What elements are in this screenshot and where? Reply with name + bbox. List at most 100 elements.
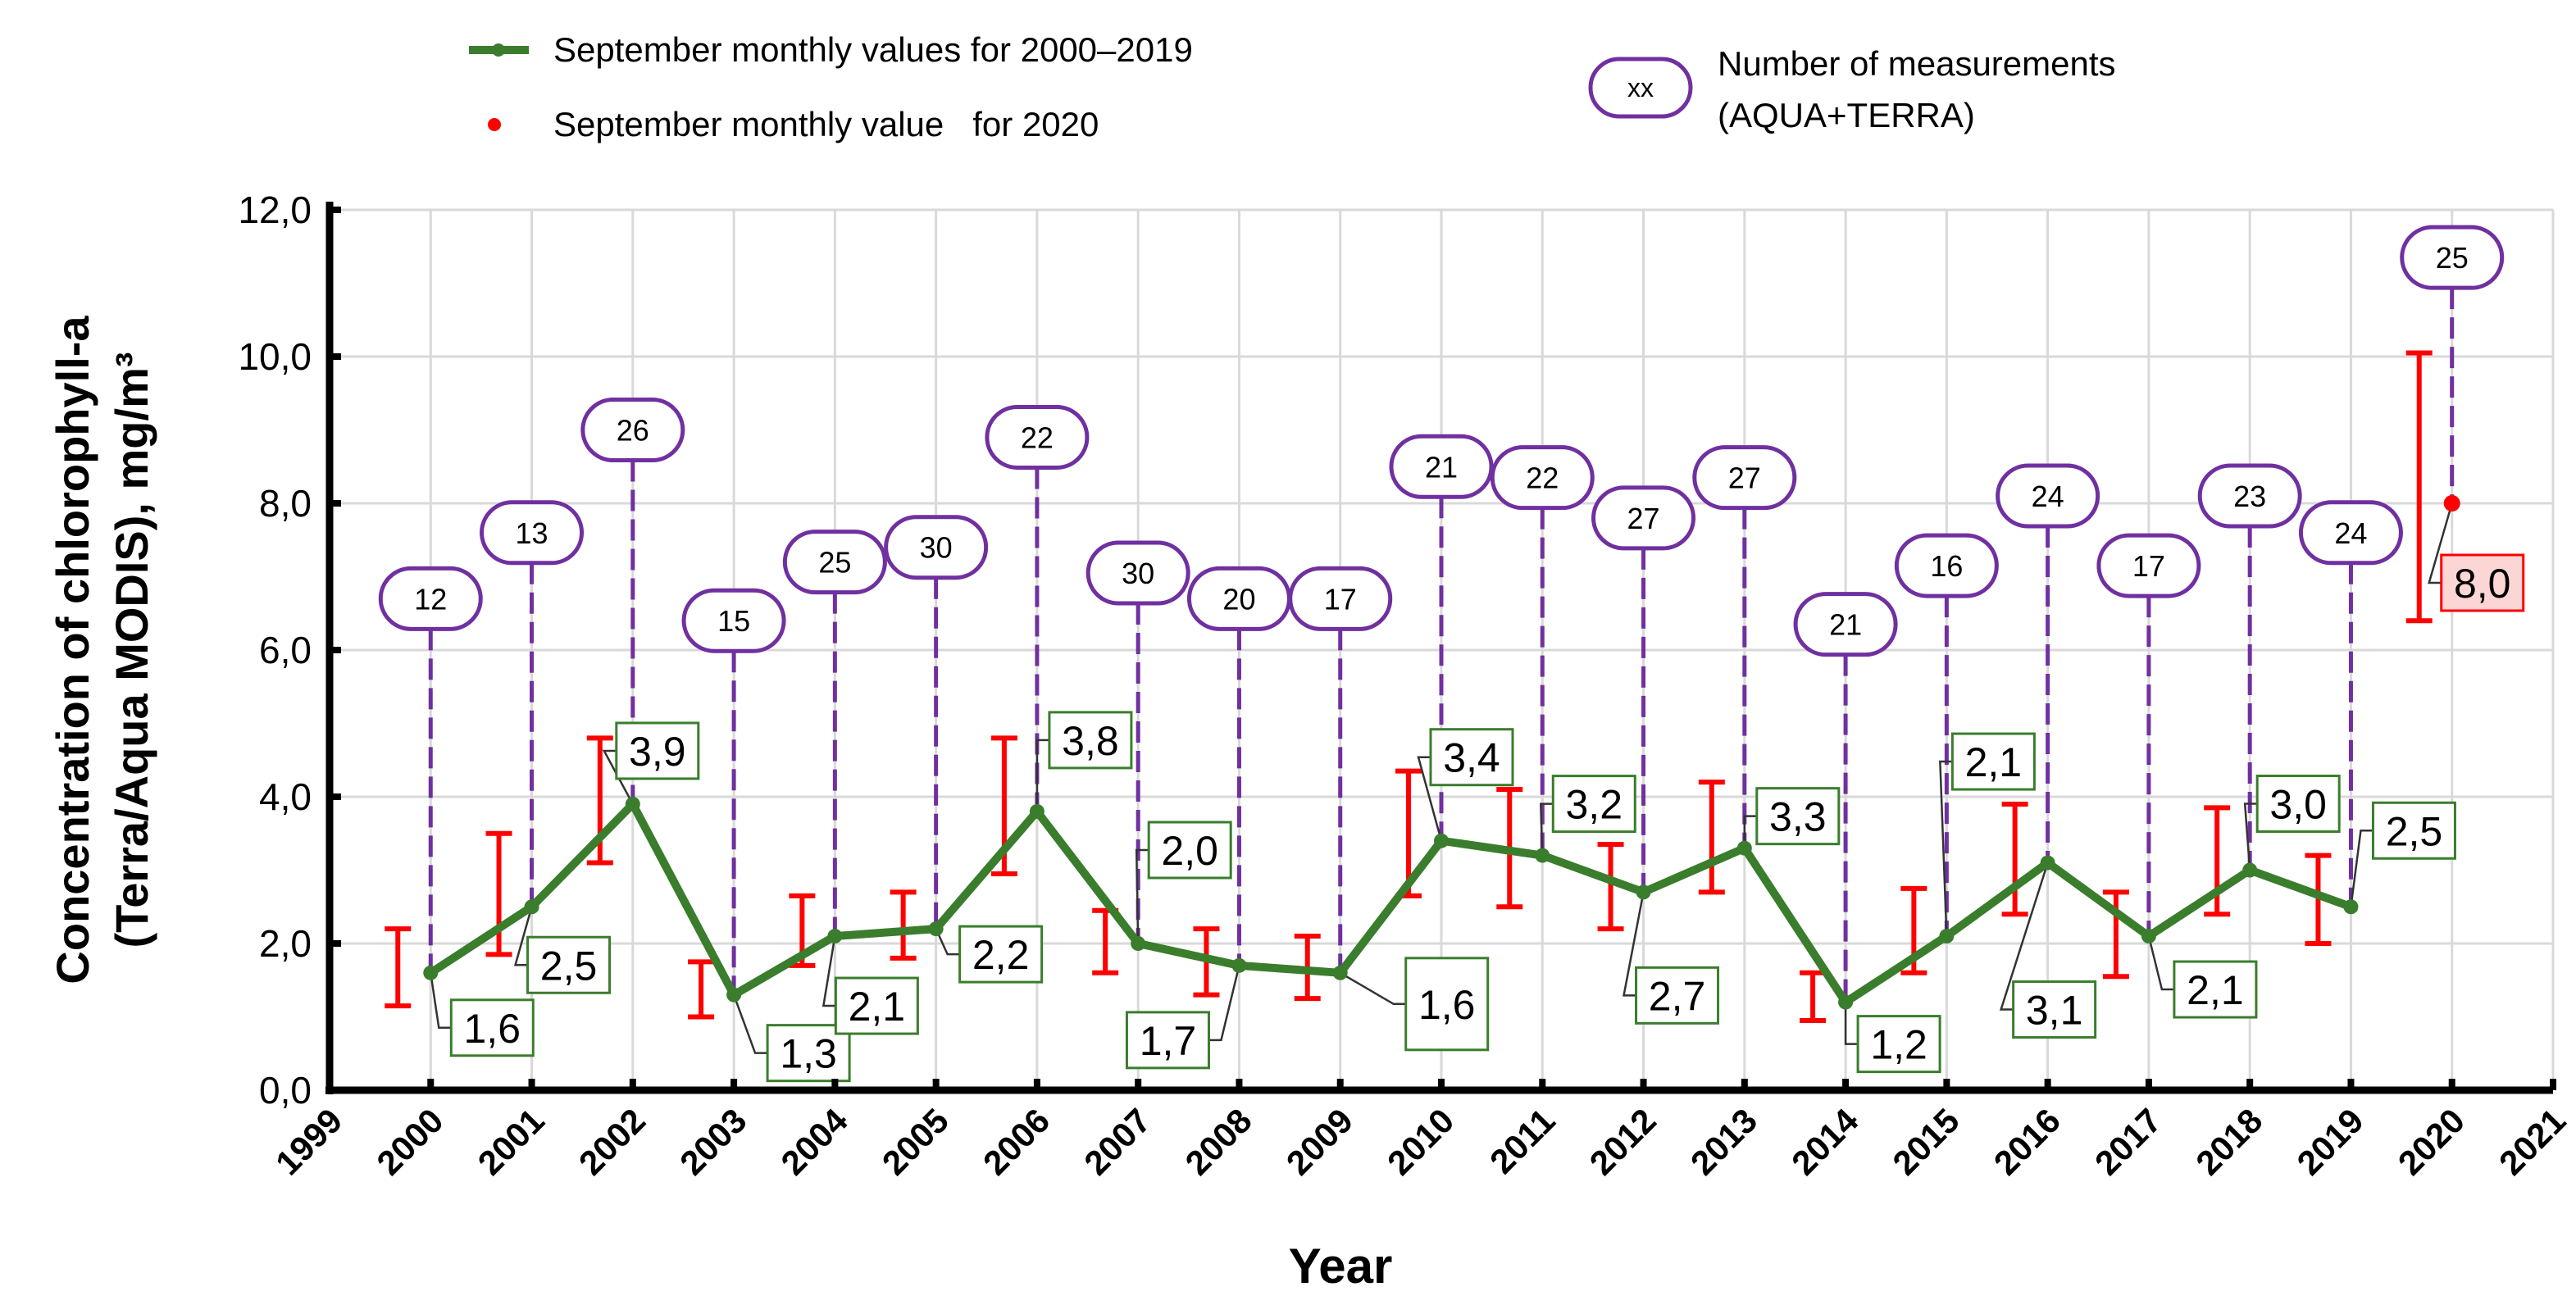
data-point: [625, 796, 640, 812]
legend-point-label: September monthly value for 2020: [553, 105, 1099, 143]
data-point: [2343, 899, 2359, 915]
data-point: [928, 921, 944, 937]
data-label: 3,9: [629, 729, 686, 775]
measurement-bubble: [1591, 485, 1696, 551]
x-tick-label: 2015: [1885, 1101, 1966, 1182]
label-leader: [1844, 1002, 1859, 1045]
x-tick-label: 2004: [773, 1101, 855, 1183]
legend-bubble-label-line2: (AQUA+TERRA): [1718, 96, 1975, 134]
data-label: 2,2: [972, 932, 1030, 978]
data-label: 1,6: [1418, 982, 1476, 1028]
measurement-bubble: [1085, 540, 1190, 606]
data-label: 3,2: [1566, 782, 1623, 828]
label-leader: [2147, 935, 2174, 991]
y-tick-label: 2,0: [259, 922, 312, 965]
data-label: 1,3: [780, 1031, 837, 1077]
data-label-box: [1429, 728, 1514, 787]
y-tick-label: 10,0: [238, 335, 312, 378]
measurement-count: 17: [2132, 549, 2165, 583]
label-leader: [1035, 739, 1049, 812]
data-label: 2,1: [849, 984, 906, 1030]
label-leader: [513, 906, 533, 966]
label-leader: [602, 749, 634, 805]
data-label-box: [2173, 960, 2258, 1019]
measurement-count: 12: [414, 582, 447, 616]
label-leader: [1539, 802, 1554, 856]
data-point: [1131, 936, 1146, 951]
x-tick-label: 2014: [1784, 1101, 1866, 1183]
x-tick-label: 2006: [976, 1101, 1057, 1182]
data-point: [1838, 994, 1854, 1010]
label-leader: [2428, 502, 2453, 584]
data-point: [1736, 840, 1752, 856]
label-leader: [821, 935, 836, 1007]
x-tick-label: 2013: [1683, 1101, 1764, 1182]
data-label-box: [2012, 980, 2097, 1039]
legend-series-label: September monthly values for 2000–2019: [553, 30, 1193, 69]
data-label-box: [1048, 711, 1133, 770]
measurement-count: 21: [1425, 450, 1458, 484]
y-tick-label: 12,0: [238, 189, 312, 231]
legend: September monthly values for 2000–2019 S…: [469, 30, 2116, 143]
x-tick-label: 2021: [2492, 1101, 2573, 1182]
series-line-2000-2019: [428, 799, 2353, 1007]
data-label-box: [834, 976, 919, 1035]
measurement-count: 17: [1324, 582, 1357, 616]
data-label-box: [449, 998, 535, 1057]
data-point: [1231, 957, 1247, 973]
measurement-count: 27: [1627, 502, 1660, 535]
measurement-bubble: [2298, 500, 2403, 566]
label-leader: [1999, 862, 2049, 1011]
measurement-count: 13: [516, 516, 548, 550]
measurement-count: 22: [1021, 421, 1054, 454]
x-tick-label: 2019: [2290, 1101, 2371, 1182]
data-point: [524, 899, 539, 915]
x-tick-label: 2018: [2188, 1101, 2269, 1182]
data-label-box: [2255, 775, 2341, 833]
data-label-box: [1950, 732, 2036, 791]
measurement-bubble: [884, 515, 989, 580]
data-label: 8,0: [2454, 561, 2511, 607]
data-point: [827, 929, 843, 944]
measurement-bubble: [378, 566, 483, 631]
label-leader: [1939, 760, 1953, 937]
data-point: [1535, 848, 1550, 863]
data-label-box: [958, 925, 1044, 984]
measurement-count: 25: [818, 546, 851, 580]
series-line: [423, 495, 2460, 1010]
label-leader: [1340, 971, 1406, 1006]
measurement-bubble: [1894, 533, 1999, 598]
label-leader: [2350, 830, 2373, 907]
data-point: [1939, 929, 1955, 944]
measurement-count: 24: [2334, 516, 2367, 550]
y-tick-label: 6,0: [259, 629, 312, 671]
data-label: 2,7: [1649, 973, 1706, 1019]
label-leaders: [430, 502, 2453, 1054]
data-label: 2,0: [1161, 828, 1218, 874]
measurement-count: 23: [2233, 480, 2266, 513]
label-leader: [1743, 815, 1757, 848]
x-tick-label: 2008: [1178, 1101, 1259, 1182]
x-tick-label: 2007: [1076, 1101, 1158, 1182]
data-label: 1,2: [1870, 1022, 1927, 1068]
data-label: 2,1: [1965, 739, 2023, 785]
measurement-bubble: [1996, 463, 2100, 529]
legend-point-sample: [488, 118, 501, 131]
data-label-box: [1147, 821, 1232, 880]
measurement-bubble: [1692, 445, 1797, 511]
measurement-bubble: [985, 404, 1090, 470]
legend-bubble-text: xx: [1627, 73, 1654, 102]
measurement-count: 21: [1829, 608, 1862, 642]
data-label: 1,6: [464, 1006, 521, 1052]
data-label-box: [1551, 775, 1636, 834]
x-tick-label: 2017: [2087, 1101, 2169, 1182]
data-point: [1029, 803, 1045, 819]
error-bars: [385, 350, 2433, 1023]
data-point: [423, 965, 439, 980]
measurement-count: 30: [1122, 557, 1154, 590]
measurement-count: 25: [2436, 241, 2469, 275]
y-tick-label: 0,0: [259, 1069, 312, 1112]
label-leader: [935, 928, 960, 956]
data-point-2020: [2443, 495, 2460, 512]
